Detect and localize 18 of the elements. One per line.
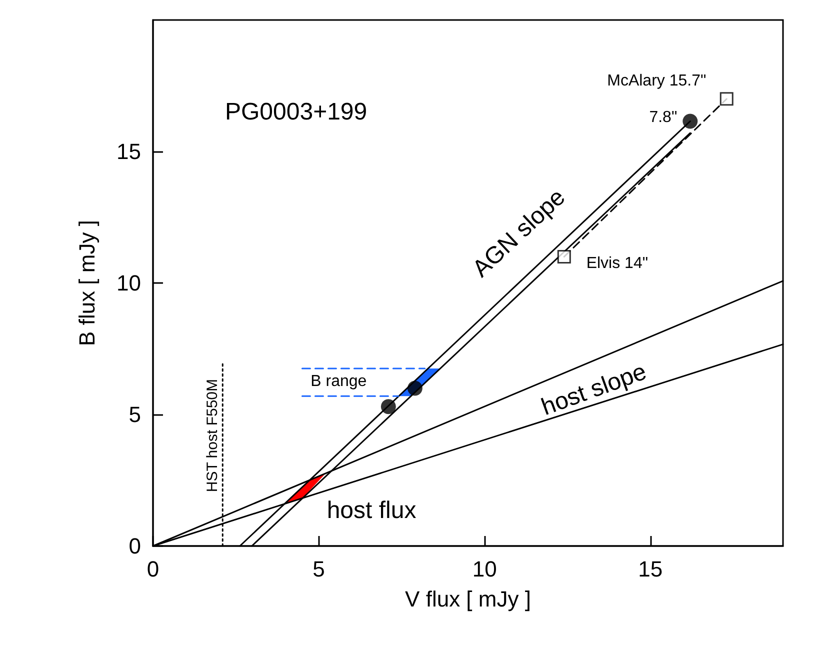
annotation: host flux <box>326 497 416 524</box>
x-tick-label: 5 <box>312 556 325 582</box>
annotation: McAlary 15.7" <box>607 72 706 90</box>
x-tick-label: 15 <box>638 556 663 582</box>
x-axis-title: V flux [ mJy ] <box>405 586 531 612</box>
annotation: HST host F550M <box>204 378 222 492</box>
annotation: 7.8" <box>649 108 678 126</box>
annotation: B range <box>310 372 367 390</box>
annotation: Elvis 14" <box>586 255 648 272</box>
y-tick-label: 10 <box>116 270 141 296</box>
y-tick-label: 15 <box>116 139 141 164</box>
y-tick-label: 0 <box>128 534 141 558</box>
y-tick-label: 5 <box>128 402 141 427</box>
annotation: host slope <box>538 358 650 421</box>
x-tick-label: 0 <box>146 556 160 582</box>
x-tick-label: 10 <box>472 556 497 582</box>
text: PG0003+199 <box>225 98 368 126</box>
y-axis-title: B flux [ mJy ] <box>74 220 100 346</box>
